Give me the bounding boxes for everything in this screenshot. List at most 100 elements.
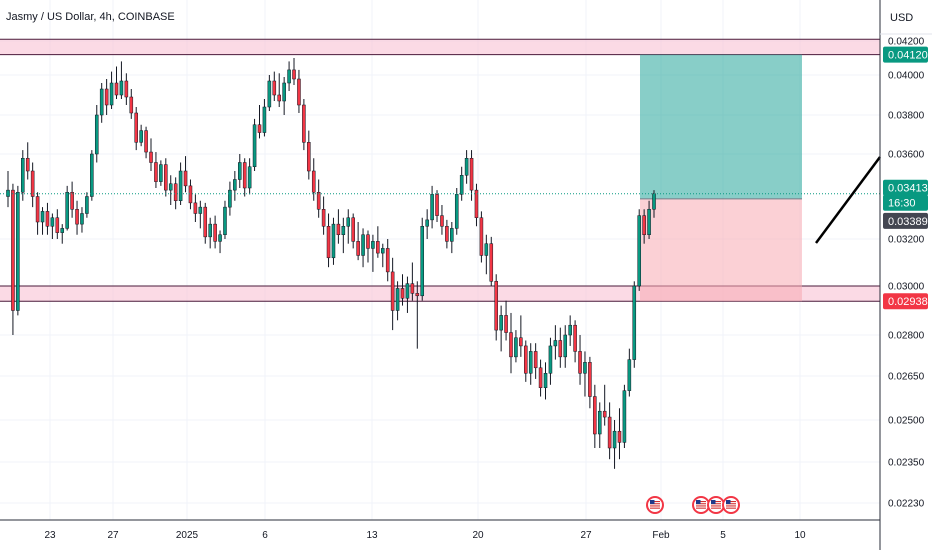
time-tick-label: Feb [652,530,670,541]
candle [11,183,15,335]
candle-body [129,96,134,114]
candle [164,158,168,197]
flag-stripe [711,507,721,509]
candle-body [578,351,582,374]
candle [459,166,464,201]
us-flag-icon[interactable] [692,496,710,514]
time-tick-label: 10 [794,530,806,541]
candle-body [469,158,474,191]
candle [75,200,79,235]
candle [484,234,489,275]
candle [287,61,291,91]
candle-body [183,170,188,187]
candle-body [425,219,429,227]
us-flag-icon[interactable] [722,496,740,514]
candle [366,230,370,263]
candle-body [173,183,178,201]
price-tick-label: 0.02650 [888,372,925,383]
candle [85,192,89,218]
candle [203,202,208,244]
candle-body [292,69,296,80]
candle-body [198,206,203,214]
candle-body [193,202,198,214]
candle [597,402,602,448]
time-tick-label: 6 [262,530,268,541]
candle [173,177,178,210]
candle-body [652,193,656,210]
price-label-countdown: 16:30 [883,194,928,211]
candle-body [543,373,548,388]
candle [25,142,30,180]
candle [247,158,252,195]
candle [94,105,99,163]
candle [524,340,528,382]
candle [489,236,494,286]
candle [380,243,385,268]
drawn-trend-line[interactable] [814,156,882,244]
candle-body [65,192,69,229]
candle-body [341,226,346,235]
candle-body [351,217,355,242]
candle-body [356,241,360,256]
candle-body [450,228,454,242]
candle-body [390,271,395,311]
candle-body [474,189,479,218]
candle [573,320,577,363]
price-label-text: 0.04120 [888,50,928,62]
candle [602,384,607,426]
candle [40,207,45,235]
candle-body [109,82,114,106]
candle-body [593,396,597,435]
candle [371,234,375,272]
candle-body [237,162,242,180]
us-flag-icon[interactable] [646,496,664,514]
candle [213,215,217,249]
candle [252,118,257,171]
time-tick-label: 23 [44,530,56,541]
candle [642,209,646,244]
candle [188,179,193,210]
price-label-text: 0.03413 [888,183,928,195]
candle [257,105,262,139]
candle-body [642,215,646,235]
candle [514,330,518,363]
candle [361,228,365,268]
candle-body [504,315,508,333]
price-label-target: 0.04120 [883,46,928,63]
candle [80,207,84,233]
candle-body [119,80,124,96]
candle-body [30,170,35,197]
candle [55,209,60,239]
candle-body [203,206,208,238]
candle-body [104,88,109,106]
time-tick-label: 2025 [176,530,199,541]
candle-body [361,234,365,256]
candle-body [247,166,252,189]
candle [331,217,336,265]
candle [519,315,523,357]
candle [504,300,508,341]
flag-stripe [726,501,736,503]
candle-body [568,324,572,336]
take-profit-zone[interactable] [640,54,802,199]
zone-resistance [0,39,880,55]
price-label-text: 0.03389 [888,216,928,228]
candle [548,337,553,385]
candle [60,224,65,244]
price-label-box [883,212,928,229]
candle-body [380,248,385,254]
candle [45,202,50,235]
candle [168,175,173,205]
us-flag-icon[interactable] [707,496,725,514]
candle-body [40,211,45,223]
stop-loss-zone[interactable] [640,198,802,302]
flag-canton [726,500,731,504]
candle-body [415,293,420,297]
flag-stripe [696,507,706,509]
currency-label[interactable]: USD [890,12,914,24]
candle-body [558,340,563,358]
candle-body [632,285,637,360]
candle [134,107,138,151]
